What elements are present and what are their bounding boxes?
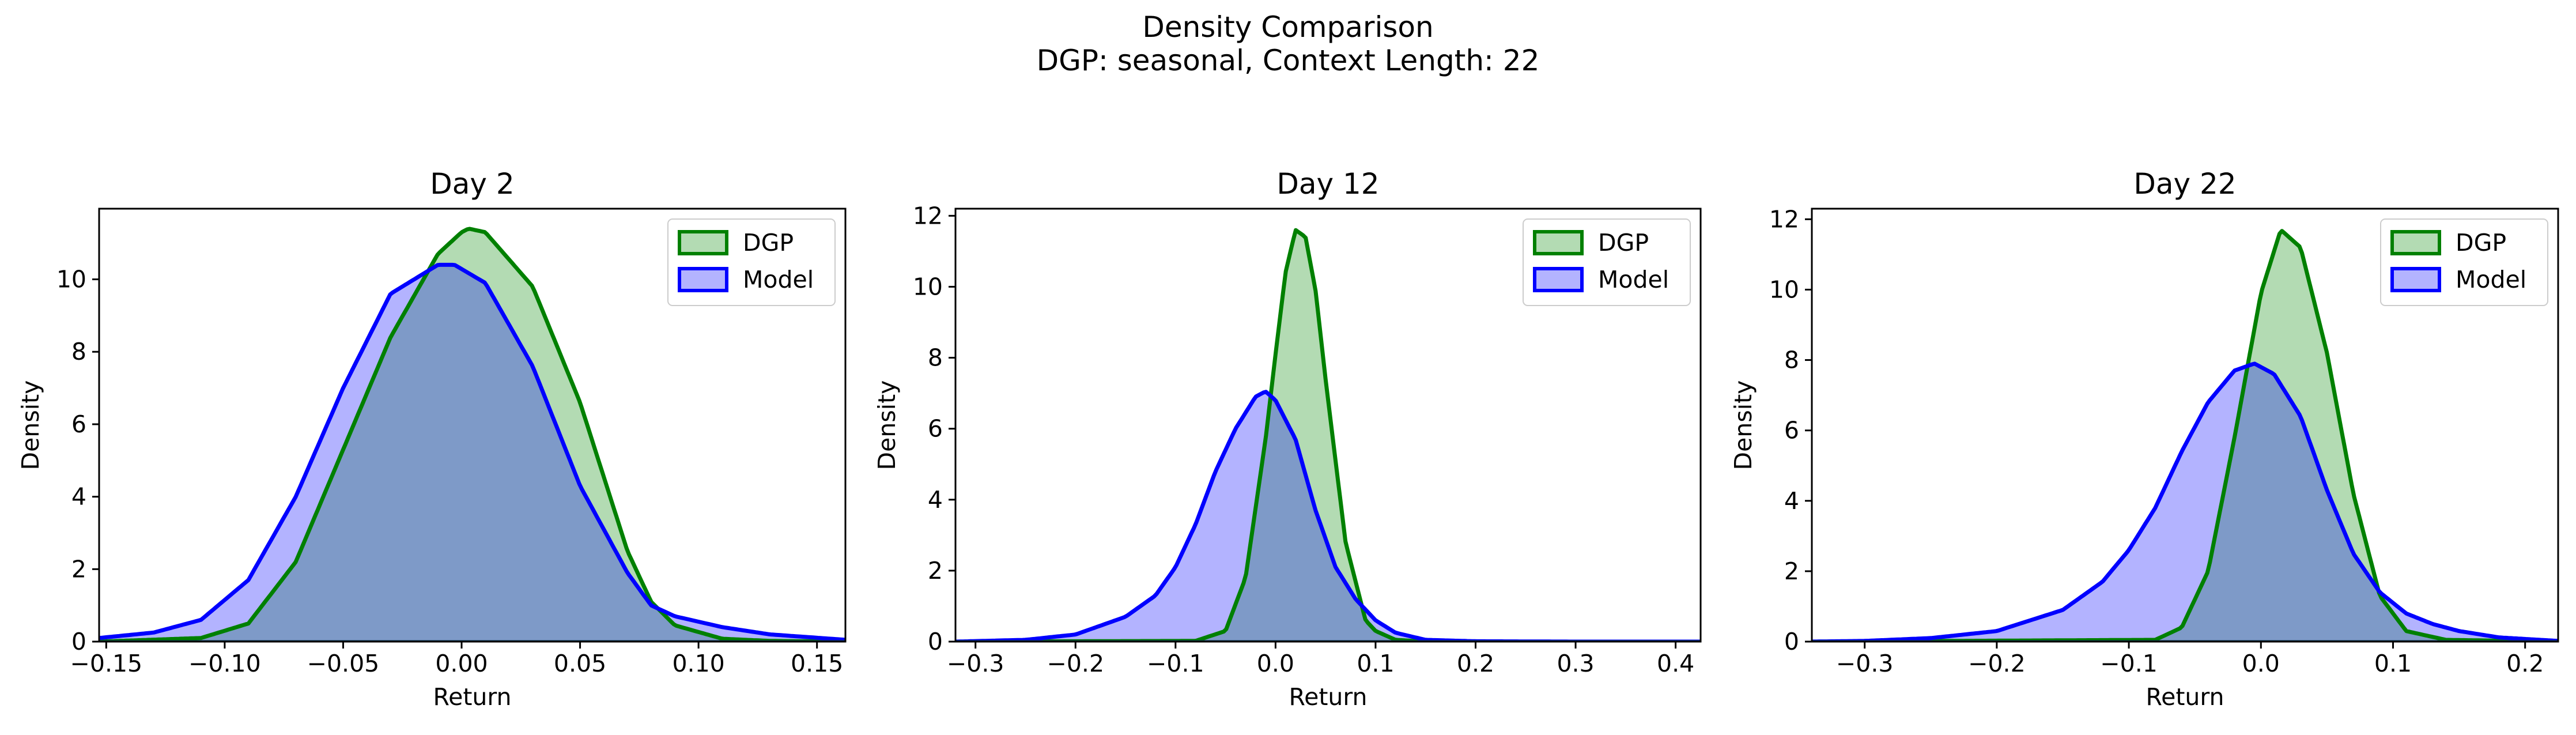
dgp-density-area <box>955 230 1701 642</box>
legend: DGP Model <box>667 218 836 306</box>
legend-label-dgp: DGP <box>2456 229 2506 257</box>
x-tick-label: −0.3 <box>947 650 1004 677</box>
y-tick-label: 8 <box>71 338 86 365</box>
y-tick-label: 12 <box>913 202 943 229</box>
y-axis-label: Density <box>17 380 44 470</box>
y-tick-label: 12 <box>1769 205 1799 233</box>
x-tick-label: 0.2 <box>1457 650 1494 677</box>
model-density-line <box>955 390 1701 642</box>
model-density-line <box>1812 361 2558 642</box>
plot-area <box>99 227 845 642</box>
x-tick-label: 0.10 <box>672 650 724 677</box>
x-tick-label: 0.3 <box>1557 650 1594 677</box>
subplot-title: Day 2 <box>430 167 514 201</box>
y-tick-label: 4 <box>1784 487 1799 515</box>
x-tick-label: 0.0 <box>2242 650 2280 677</box>
y-tick-label: 8 <box>1784 346 1799 374</box>
x-tick-label: 0.4 <box>1657 650 1694 677</box>
subplot-title: Day 12 <box>1276 167 1379 201</box>
subplot-title: Day 22 <box>2133 167 2236 201</box>
y-tick-label: 2 <box>928 557 943 585</box>
figure-subtitle: DGP: seasonal, Context Length: 22 <box>1037 44 1540 77</box>
x-tick-label: −0.1 <box>2100 650 2158 677</box>
model-density-area <box>1812 363 2558 642</box>
axes-frame <box>1811 208 2559 643</box>
x-tick-label: 0.1 <box>1357 650 1394 677</box>
y-tick-label: 6 <box>928 415 943 443</box>
y-tick-label: 6 <box>71 410 86 438</box>
overlap-density-area <box>955 396 1701 642</box>
subplot-day-3: −0.3 −0.2 −0.1 0.0 0.1 0.2 0 2 4 6 8 10 12 Day 22 Retu… <box>1729 167 2559 711</box>
y-tick-label: 2 <box>1784 557 1799 585</box>
x-axis-label: Return <box>1289 683 1367 711</box>
overlap-density-area <box>99 265 845 642</box>
legend-swatch-dgp <box>1533 230 1584 255</box>
x-tick-label: 0.2 <box>2506 650 2544 677</box>
model-density-line <box>99 262 845 642</box>
x-tick-label: −0.10 <box>188 650 261 677</box>
legend-swatch-dgp <box>2390 230 2441 255</box>
y-tick-label: 0 <box>71 628 86 655</box>
x-tick-label: 0.1 <box>2374 650 2412 677</box>
subplot-day-1: −0.15 −0.10 −0.05 0.00 0.05 0.10 0.15 0 2 4 6 8 10 Da… <box>17 167 847 711</box>
y-tick-label: 10 <box>1769 276 1799 303</box>
x-tick-label: −0.2 <box>1047 650 1104 677</box>
legend-label-model: Model <box>1598 266 1669 293</box>
figure-title: Density Comparison <box>1142 10 1433 44</box>
x-tick-label: −0.1 <box>1147 650 1204 677</box>
x-tick-label: −0.3 <box>1836 650 1894 677</box>
x-axis-label: Return <box>2146 683 2224 711</box>
dgp-density-line <box>99 227 845 642</box>
legend-swatch-model <box>678 267 728 292</box>
legend: DGP Model <box>2380 218 2548 306</box>
x-tick-label: −0.05 <box>307 650 380 677</box>
y-tick-label: 0 <box>928 628 943 655</box>
subplot-day-2: −0.3 −0.2 −0.1 0.0 0.1 0.2 0.3 0.4 0 2 4 6 8 10 12 Day … <box>873 167 1702 711</box>
y-tick-label: 6 <box>1784 417 1799 444</box>
x-tick-label: 0.15 <box>791 650 843 677</box>
subplot-panels: −0.15 −0.10 −0.05 0.00 0.05 0.10 0.150246810Da… <box>17 167 2559 711</box>
legend-swatch-dgp <box>678 230 728 255</box>
y-tick-label: 4 <box>71 483 86 511</box>
legend-swatch-model <box>1533 267 1584 292</box>
y-axis-label: Density <box>873 380 901 470</box>
x-tick-label: 0.05 <box>554 650 606 677</box>
y-axis-label: Density <box>1729 380 1757 470</box>
axes-frame <box>954 208 1702 643</box>
y-tick-label: 10 <box>56 266 86 293</box>
y-tick-label: 8 <box>928 344 943 372</box>
legend-label-dgp: DGP <box>743 229 794 257</box>
x-tick-label: 0.00 <box>435 650 488 677</box>
y-tick-label: 10 <box>913 273 943 300</box>
legend-swatch-model <box>2390 267 2441 292</box>
x-axis-label: Return <box>433 683 511 711</box>
x-tick-label: −0.15 <box>70 650 143 677</box>
x-tick-label: −0.2 <box>1968 650 2026 677</box>
legend-label-model: Model <box>743 266 814 293</box>
x-tick-label: 0.0 <box>1257 650 1294 677</box>
y-tick-label: 0 <box>1784 628 1799 655</box>
y-tick-label: 2 <box>71 555 86 583</box>
axes-frame <box>98 208 847 643</box>
legend-label-model: Model <box>2456 266 2526 293</box>
y-tick-label: 4 <box>928 486 943 514</box>
legend-label-dgp: DGP <box>1598 229 1649 257</box>
legend: DGP Model <box>1523 218 1691 306</box>
